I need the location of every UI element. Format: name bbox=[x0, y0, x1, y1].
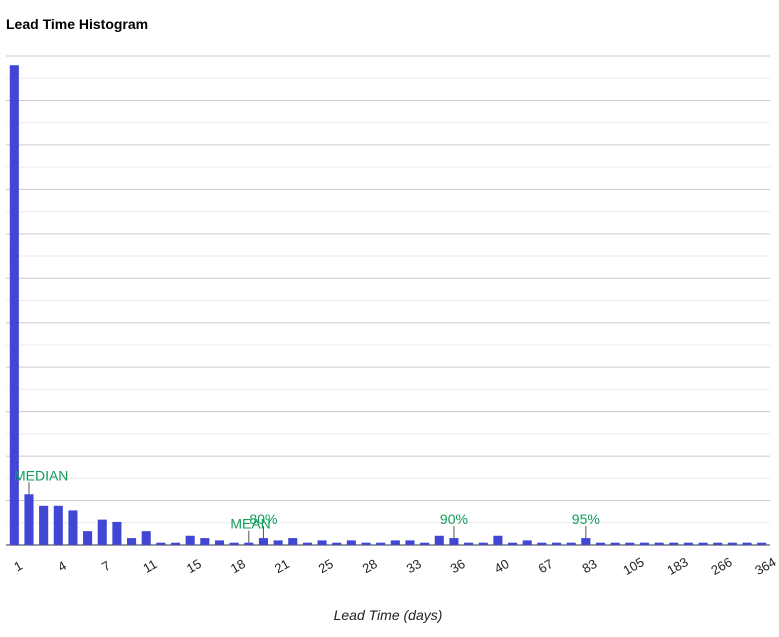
bar bbox=[581, 538, 591, 545]
bar bbox=[654, 542, 664, 545]
x-tick-label: 11 bbox=[140, 556, 159, 576]
bar bbox=[420, 542, 430, 545]
x-tick-label: 28 bbox=[360, 556, 380, 576]
bar bbox=[39, 505, 49, 545]
x-tick-label: 36 bbox=[448, 556, 468, 576]
x-tick-label: 83 bbox=[580, 556, 600, 576]
bar bbox=[464, 542, 474, 545]
bar bbox=[83, 531, 93, 545]
x-tick-label: 7 bbox=[99, 558, 113, 575]
annotation-median: MEDIAN bbox=[14, 467, 68, 495]
bar bbox=[537, 542, 547, 545]
bar bbox=[346, 540, 356, 545]
bar bbox=[9, 65, 19, 545]
bar bbox=[434, 535, 444, 545]
annotation-mean: MEAN bbox=[230, 516, 271, 543]
gridlines bbox=[6, 55, 770, 546]
bar bbox=[332, 542, 342, 545]
bar bbox=[683, 542, 693, 545]
bar bbox=[610, 542, 620, 545]
x-tick-label: 40 bbox=[492, 556, 512, 576]
x-tick-label: 25 bbox=[316, 556, 336, 576]
bar bbox=[639, 542, 649, 545]
x-axis-title: Lead Time (days) bbox=[334, 607, 443, 623]
x-tick-label: 105 bbox=[620, 554, 646, 578]
bar bbox=[127, 538, 137, 545]
bar bbox=[566, 542, 576, 545]
annotation-90-percent: 90% bbox=[440, 511, 468, 539]
annotation-label: MEDIAN bbox=[14, 467, 68, 483]
bar bbox=[273, 540, 283, 545]
x-tick-label: 364 bbox=[752, 554, 778, 578]
bar bbox=[727, 542, 737, 545]
bar bbox=[244, 542, 254, 545]
bar bbox=[713, 542, 723, 545]
bar bbox=[742, 542, 752, 545]
bar bbox=[551, 542, 562, 545]
bar bbox=[449, 538, 459, 545]
bars bbox=[9, 65, 767, 545]
bar bbox=[405, 540, 415, 545]
annotation-label: 80% bbox=[249, 511, 277, 527]
bar bbox=[185, 535, 195, 545]
bar bbox=[156, 542, 166, 545]
annotation-95-percent: 95% bbox=[572, 511, 600, 539]
chart-title: Lead Time Histogram bbox=[6, 16, 149, 32]
annotation-label: MEAN bbox=[230, 516, 270, 532]
bar bbox=[141, 531, 151, 545]
bar bbox=[478, 542, 488, 545]
bar bbox=[493, 535, 503, 545]
x-tick-label: 33 bbox=[404, 556, 424, 576]
bar bbox=[376, 542, 386, 545]
x-tick-label: 67 bbox=[536, 556, 556, 576]
bar bbox=[258, 538, 268, 545]
bar bbox=[595, 542, 606, 545]
bar bbox=[53, 505, 63, 545]
x-tick-label: 18 bbox=[228, 556, 248, 576]
annotation-80-percent: 80% bbox=[249, 511, 277, 539]
bar bbox=[317, 540, 327, 545]
bar bbox=[112, 521, 122, 545]
x-tick-label: 1 bbox=[11, 558, 25, 575]
bar bbox=[522, 540, 532, 545]
x-tick-label: 15 bbox=[184, 556, 204, 576]
bar bbox=[361, 542, 371, 545]
bar bbox=[390, 540, 400, 545]
bar bbox=[288, 538, 298, 545]
bar bbox=[229, 542, 239, 545]
bar bbox=[200, 538, 210, 545]
bar bbox=[97, 519, 107, 545]
bar bbox=[669, 542, 679, 545]
bar bbox=[625, 542, 635, 545]
annotation-label: 95% bbox=[572, 511, 600, 527]
x-tick-label: 266 bbox=[708, 554, 734, 578]
bar bbox=[302, 542, 312, 545]
bar bbox=[24, 494, 34, 545]
annotation-label: 90% bbox=[440, 511, 468, 527]
x-tick-labels: 1 4 7 11 15 18 21 25 28 33 36 40 67 83 105 183 266 364 bbox=[11, 554, 778, 578]
bar bbox=[757, 542, 767, 545]
bar bbox=[214, 540, 225, 545]
bar bbox=[68, 510, 78, 545]
bar bbox=[170, 542, 181, 545]
x-tick-label: 183 bbox=[664, 554, 690, 578]
bar bbox=[508, 542, 518, 545]
x-tick-label: 4 bbox=[55, 558, 69, 575]
bar bbox=[698, 542, 708, 545]
x-tick-label: 21 bbox=[272, 556, 292, 576]
